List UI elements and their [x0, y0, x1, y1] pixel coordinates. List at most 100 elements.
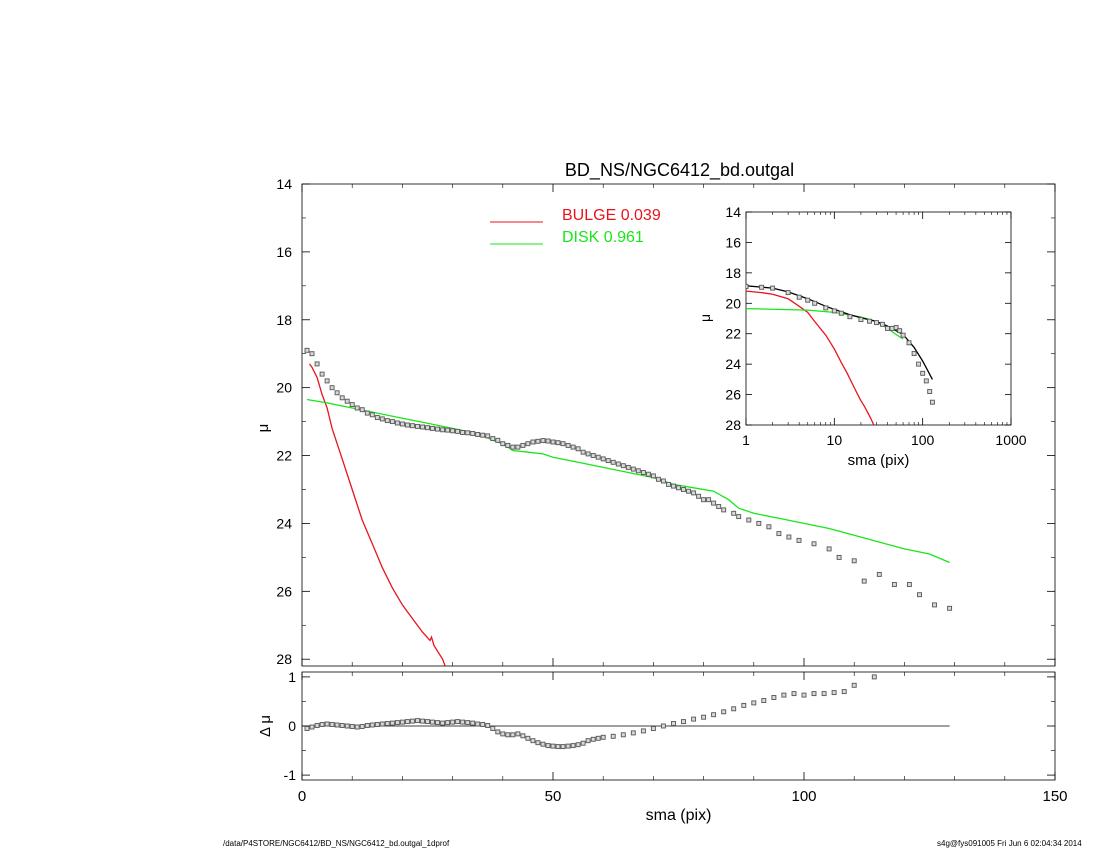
inset-data-point [879, 321, 885, 327]
main-data-point [445, 427, 451, 433]
main-data-point [645, 471, 651, 477]
main-data-point [465, 430, 471, 436]
inset-data-point [847, 314, 853, 320]
main-data-point [334, 390, 340, 396]
main-series-group [304, 347, 953, 666]
main-data-point [640, 470, 646, 475]
inset-y-tick-label: 18 [725, 265, 741, 281]
main-data-point [811, 541, 817, 547]
residual-data-point [650, 726, 656, 731]
legend-label-bulge: BULGE 0.039 [562, 207, 661, 224]
main-data-point [701, 497, 707, 503]
main-data-point [706, 497, 712, 503]
main-data-point [314, 361, 320, 367]
residual-data-point [460, 719, 466, 725]
main-data-point [470, 431, 476, 436]
inset-data-point [746, 284, 749, 289]
inset-series-group [746, 284, 935, 425]
inset-data-point [874, 320, 879, 326]
residual-series-group [304, 674, 877, 750]
residual-x-tick-label: 150 [1042, 788, 1067, 805]
inset-x-axis-label: sma (pix) [848, 452, 910, 469]
main-y-tick-label: 28 [276, 651, 292, 667]
main-data-point [520, 442, 526, 448]
residual-data-point [691, 716, 697, 722]
residual-data-point [329, 722, 335, 727]
main-y-tick-label: 24 [276, 515, 292, 531]
main-data-point [480, 432, 486, 438]
main-data-point [425, 425, 430, 431]
main-y-tick-label: 14 [276, 176, 292, 192]
main-data-point [635, 468, 641, 474]
residual-data-point [595, 735, 601, 741]
main-data-point [324, 378, 330, 384]
main-data-point [796, 537, 802, 543]
inset-data-point [916, 361, 922, 367]
residual-data-point [334, 722, 340, 728]
residual-data-point [500, 731, 506, 737]
main-data-point [756, 520, 762, 526]
inset-data-point [770, 285, 776, 291]
inset-x-tick-label: 100 [911, 432, 935, 448]
residual-data-point [339, 723, 345, 728]
inset-data-point [906, 340, 912, 346]
residual-data-point [324, 721, 330, 727]
inset-data-point [927, 389, 933, 394]
residual-data-point [359, 724, 365, 729]
main-data-point [389, 419, 395, 425]
residual-data-point [560, 744, 566, 750]
residual-data-point [435, 720, 440, 726]
residual-data-point [314, 723, 320, 728]
main-data-point [906, 582, 912, 587]
main-data-point [746, 517, 752, 523]
main-data-point [575, 446, 581, 452]
residual-data-point [520, 733, 526, 739]
residual-x-tick-label: 0 [298, 788, 306, 805]
main-data-point [404, 422, 410, 428]
main-data-point [585, 451, 591, 457]
main-data-point [475, 432, 481, 437]
residual-data-point [681, 719, 686, 725]
main-data-point [947, 605, 953, 611]
main-data-point [625, 464, 631, 470]
residual-data-point [620, 732, 626, 738]
residual-data-point [545, 743, 551, 749]
inset-data-point [923, 378, 929, 384]
residual-data-point [415, 718, 420, 724]
residual-data-point [871, 674, 877, 680]
residual-x-tick-label: 100 [791, 788, 816, 805]
main-data-point [450, 428, 456, 434]
inset-data-point [900, 332, 906, 338]
residual-data-point [540, 741, 546, 747]
main-data-point [676, 485, 681, 491]
main-data-point [550, 439, 556, 445]
main-data-point [329, 385, 335, 391]
main-data-point [369, 412, 375, 418]
main-data-point [580, 449, 586, 455]
main-y-tick-label: 18 [276, 312, 292, 328]
main-data-point [851, 558, 857, 564]
residual-y-tick-label: 1 [288, 669, 296, 685]
main-data-point [319, 371, 325, 377]
main-data-point [344, 398, 350, 404]
residual-data-point [831, 690, 837, 696]
main-data-point [686, 488, 691, 494]
main-data-point [415, 423, 420, 429]
inset-data-point [889, 325, 895, 331]
residual-data-point [515, 731, 521, 737]
residual-data-point [711, 712, 717, 718]
residual-data-point [781, 692, 787, 698]
residual-data-point [309, 724, 315, 730]
residual-data-point [590, 736, 596, 742]
inset-data-point [759, 284, 765, 290]
residual-data-point [445, 720, 451, 726]
main-data-point [776, 531, 782, 537]
residual-data-point [450, 719, 456, 725]
main-data-point [394, 420, 400, 426]
residual-data-point [721, 709, 727, 715]
residual-data-point [791, 691, 797, 697]
residual-data-point [394, 720, 400, 726]
inset-y-axis-label: μ [697, 314, 713, 322]
main-data-point [786, 534, 792, 540]
